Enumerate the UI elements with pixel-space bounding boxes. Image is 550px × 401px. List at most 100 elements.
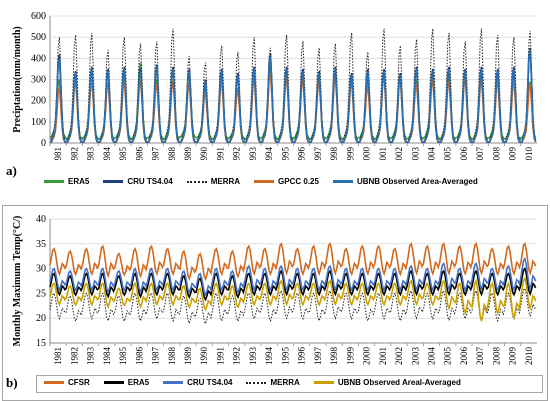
legend-swatch <box>103 381 124 384</box>
temp-series-merra <box>49 287 537 326</box>
legend-swatch <box>332 180 353 183</box>
x-tick-label: 2007 <box>475 147 485 161</box>
y-tick-label: 500 <box>31 32 46 43</box>
y-tick-label: 40 <box>36 214 46 225</box>
x-tick-label: 1989 <box>183 347 193 366</box>
y-tick-label: 600 <box>31 11 46 22</box>
x-tick-label: 2001 <box>378 347 388 365</box>
y-tick-label: 200 <box>31 96 46 107</box>
legend-item: UBNB Observed Areal-Averaged <box>313 378 461 387</box>
x-tick-label: 2006 <box>459 347 469 366</box>
x-tick-label: 2005 <box>443 147 453 161</box>
temp-series-cfsr <box>49 242 537 282</box>
temperature-legend: CFSR ERA5 CRU TS4.04 MERRA UBNB Observed Are… <box>44 378 475 387</box>
x-tick-label: 1993 <box>248 147 258 160</box>
legend-item: CRU TS4.04 <box>163 378 232 387</box>
x-tick-label: 2002 <box>394 347 404 365</box>
temperature-legend-frame <box>36 375 543 393</box>
x-tick-label: 2000 <box>362 147 372 161</box>
legend-label: ERA5 <box>127 378 150 387</box>
legend-item: MERRA <box>246 378 300 387</box>
precip-series-ubnb-observed-area-averaged <box>50 49 537 143</box>
x-tick-label: 1994 <box>264 147 274 161</box>
legend-item: ERA5 <box>44 177 89 186</box>
legend-label: MERRA <box>270 378 300 387</box>
temp-series-era5 <box>49 266 537 302</box>
x-tick-label: 1987 <box>151 347 161 366</box>
x-tick-label: 1986 <box>134 147 144 161</box>
x-tick-label: 1990 <box>199 347 209 366</box>
legend-item: ERA5 <box>103 378 150 387</box>
x-tick-label: 2010 <box>524 347 534 366</box>
y-tick-label: 35 <box>36 239 46 250</box>
legend-swatch <box>44 180 64 183</box>
x-tick-label: 1984 <box>102 347 112 366</box>
x-tick-label: 1990 <box>199 147 209 161</box>
panel-b-label: b) <box>6 375 18 390</box>
x-tick-label: 1982 <box>69 147 79 160</box>
precipitation-chart: 0 100 200 300 400 500 600 1981 1982 1983 1984 1985 1… <box>12 11 537 161</box>
x-tick-label: 1999 <box>345 347 355 366</box>
x-tick-label: 1995 <box>280 347 290 366</box>
x-tick-label: 1997 <box>313 347 323 366</box>
x-tick-label: 2004 <box>426 147 436 161</box>
x-tick-label: 2009 <box>508 347 518 366</box>
legend-item: MERRA <box>186 177 240 186</box>
legend-swatch <box>254 180 275 183</box>
legend-label: CRU TS4.04 <box>187 378 233 387</box>
x-tick-label: 2008 <box>491 346 501 365</box>
y-axis-title: Preciptation(mm/month) <box>12 26 23 132</box>
x-tick-label: 1989 <box>183 147 193 161</box>
y-axis-title: Monthly Maximum Temp(°C/) <box>12 216 23 347</box>
x-tick-label: 1993 <box>248 347 258 366</box>
x-tick-label: 2009 <box>508 147 518 161</box>
temp-series-cru-ts4-04 <box>49 256 537 297</box>
y-tick-label: 0 <box>41 138 46 149</box>
x-tick-label: 2006 <box>459 147 469 161</box>
legend-item: CRU TS4.04 <box>103 177 173 186</box>
y-tick-label: 100 <box>31 117 46 128</box>
y-tick-label: 25 <box>36 288 46 299</box>
y-tick-label: 400 <box>31 53 46 64</box>
legend-label: UBNB Observed Area-Averaged <box>356 177 478 186</box>
legend-swatch <box>186 180 207 183</box>
x-tick-label: 1999 <box>345 147 355 161</box>
legend-swatch <box>163 381 184 384</box>
x-tick-label: 2003 <box>410 347 420 366</box>
y-tick-label: 300 <box>31 75 46 86</box>
legend-swatch <box>44 381 64 384</box>
x-tick-label: 1985 <box>118 347 128 366</box>
legend-label: GPCC 0.25 <box>278 177 319 186</box>
x-tick-label: 2007 <box>475 347 485 366</box>
precipitation-legend: ERA5 CRU TS4.04 MERRA GPCC 0.25 UBNB Observe… <box>44 177 492 186</box>
legend-item: GPCC 0.25 <box>254 177 319 186</box>
x-tick-label: 1995 <box>280 147 290 161</box>
x-tick-label: 2008 <box>491 146 501 160</box>
x-tick-label: 2010 <box>524 147 534 161</box>
legend-label: ERA5 <box>68 177 90 186</box>
x-tick-label: 1994 <box>264 347 274 366</box>
precip-series-merra <box>50 28 537 141</box>
precip-series-era5 <box>50 62 537 141</box>
temperature-chart: 15 20 25 30 35 40 1981 1982 1983 1984 1985 1986 1987… <box>12 214 537 366</box>
x-tick-label: 1987 <box>151 147 161 161</box>
legend-label: UBNB Observed Areal-Averaged <box>337 378 461 387</box>
x-tick-label: 1988 <box>167 147 177 161</box>
x-tick-label: 1983 <box>86 347 96 366</box>
x-tick-label: 1983 <box>86 147 96 161</box>
x-tick-label: 2003 <box>410 147 420 161</box>
legend-label: CRU TS4.04 <box>127 177 173 186</box>
y-tick-label: 15 <box>36 338 46 349</box>
x-tick-label: 1998 <box>329 347 339 366</box>
legend-swatch <box>246 381 267 384</box>
legend-label: CFSR <box>68 378 90 387</box>
temp-series-ubnb-observed-areal-averaged <box>49 276 537 322</box>
x-tick-label: 2004 <box>426 347 436 366</box>
x-tick-label: 1982 <box>69 347 79 365</box>
legend-swatch <box>103 180 124 183</box>
x-tick-label: 1986 <box>134 347 144 366</box>
x-tick-label: 1981 <box>53 147 63 160</box>
x-tick-label: 2001 <box>378 147 388 160</box>
x-tick-label: 1996 <box>297 347 307 366</box>
x-tick-label: 1988 <box>167 347 177 366</box>
